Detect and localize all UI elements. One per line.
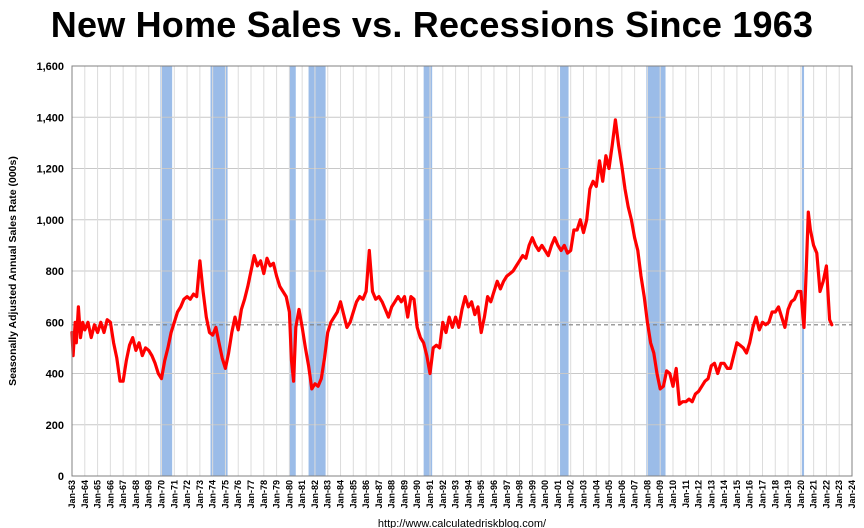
x-tick-label: Jan-70 (157, 480, 167, 509)
x-tick-label: Jan-86 (361, 480, 371, 509)
x-tick-label: Jan-20 (796, 480, 806, 509)
x-tick-label: Jan-82 (310, 480, 320, 509)
x-tick-label: Jan-05 (604, 480, 614, 509)
x-tick-label: Jan-67 (118, 480, 128, 509)
x-tick-label: Jan-22 (821, 480, 831, 509)
x-tick-label: Jan-97 (502, 480, 512, 509)
y-tick-label: 1,600 (36, 61, 64, 73)
x-tick-label: Jan-72 (182, 480, 192, 509)
y-tick-labels: 0 200 400 600 800 1,000 1,200 1,400 1,600 (36, 61, 64, 483)
x-tick-label: Jan-95 (476, 480, 486, 509)
x-tick-label: Jan-18 (770, 480, 780, 509)
x-tick-label: Jan-19 (783, 480, 793, 509)
x-tick-label: Jan-71 (169, 480, 179, 509)
x-tick-label: Jan-83 (323, 480, 333, 509)
new-home-sales-line (70, 118, 834, 406)
y-tick-label: 800 (46, 266, 64, 278)
x-tick-label: Jan-24 (847, 480, 857, 509)
x-tick-label: Jan-92 (438, 480, 448, 509)
x-tick-label: Jan-06 (617, 480, 627, 509)
x-tick-label: Jan-85 (348, 480, 358, 509)
x-tick-label: Jan-99 (527, 480, 537, 509)
x-tick-label: Jan-75 (220, 480, 230, 509)
x-tick-label: Jan-76 (233, 480, 243, 509)
x-tick-label: Jan-78 (259, 480, 269, 509)
x-tick-label: Jan-63 (67, 480, 77, 509)
x-tick-label: Jan-88 (387, 480, 397, 509)
x-tick-label: Jan-17 (757, 480, 767, 509)
x-tick-label: Jan-89 (399, 480, 409, 509)
x-tick-label: Jan-87 (374, 480, 384, 509)
x-tick-label: Jan-21 (809, 480, 819, 509)
x-tick-label: Jan-68 (131, 480, 141, 509)
x-tick-label: Jan-64 (80, 480, 90, 509)
x-tick-label: Jan-65 (93, 480, 103, 509)
x-tick-label: Jan-11 (681, 480, 691, 508)
x-tick-labels: Jan-63 Jan-64 Jan-65 Jan-66 Jan-67 Jan-68 Jan-… (67, 480, 857, 509)
x-tick-label: Jan-00 (540, 480, 550, 509)
plot-frame (71, 65, 853, 477)
x-tick-label: Jan-16 (745, 480, 755, 509)
y-tick-label: 200 (46, 420, 64, 432)
x-tick-label: Jan-02 (566, 480, 576, 509)
y-tick-label: 0 (58, 471, 64, 483)
x-tick-label: Jan-74 (208, 480, 218, 509)
x-tick-label: Jan-69 (144, 480, 154, 509)
x-tick-label: Jan-77 (246, 480, 256, 509)
x-tick-label: Jan-80 (284, 480, 294, 509)
y-axis-title: Seasonally Adjusted Annual Sales Rate (0… (7, 156, 19, 386)
x-tick-label: Jan-73 (195, 480, 205, 509)
x-tick-label: Jan-91 (425, 480, 435, 509)
x-tick-label: Jan-90 (412, 480, 422, 509)
x-tick-label: Jan-15 (732, 480, 742, 509)
x-tick-label: Jan-04 (591, 480, 601, 509)
x-tick-label: Jan-94 (463, 480, 473, 509)
x-tick-label: Jan-14 (719, 480, 729, 509)
x-tick-label: Jan-09 (655, 480, 665, 509)
x-tick-label: Jan-81 (297, 480, 307, 509)
x-tick-label: Jan-93 (451, 480, 461, 509)
source-url: http://www.calculatedriskblog.com/ (378, 518, 547, 528)
x-tick-label: Jan-79 (272, 480, 282, 509)
y-tick-label: 1,400 (36, 112, 64, 124)
chart-title: New Home Sales vs. Recessions Since 1963 (50, 4, 814, 45)
y-tick-label: 1,000 (36, 215, 64, 227)
x-tick-label: Jan-84 (336, 480, 346, 509)
x-tick-label: Jan-23 (834, 480, 844, 509)
x-tick-label: Jan-13 (706, 480, 716, 509)
y-tick-label: 400 (46, 369, 64, 381)
x-tick-label: Jan-12 (694, 480, 704, 509)
x-tick-label: Jan-96 (489, 480, 499, 509)
x-tick-label: Jan-03 (578, 480, 588, 509)
y-tick-label: 600 (46, 317, 64, 329)
x-tick-label: Jan-01 (553, 480, 563, 509)
x-tick-label: Jan-10 (668, 480, 678, 509)
x-tick-label: Jan-07 (630, 480, 640, 509)
x-tick-label: Jan-98 (515, 480, 525, 509)
x-tick-label: Jan-66 (105, 480, 115, 509)
x-tick-label: Jan-08 (642, 480, 652, 509)
y-tick-label: 1,200 (36, 164, 64, 176)
gridlines (71, 65, 853, 477)
